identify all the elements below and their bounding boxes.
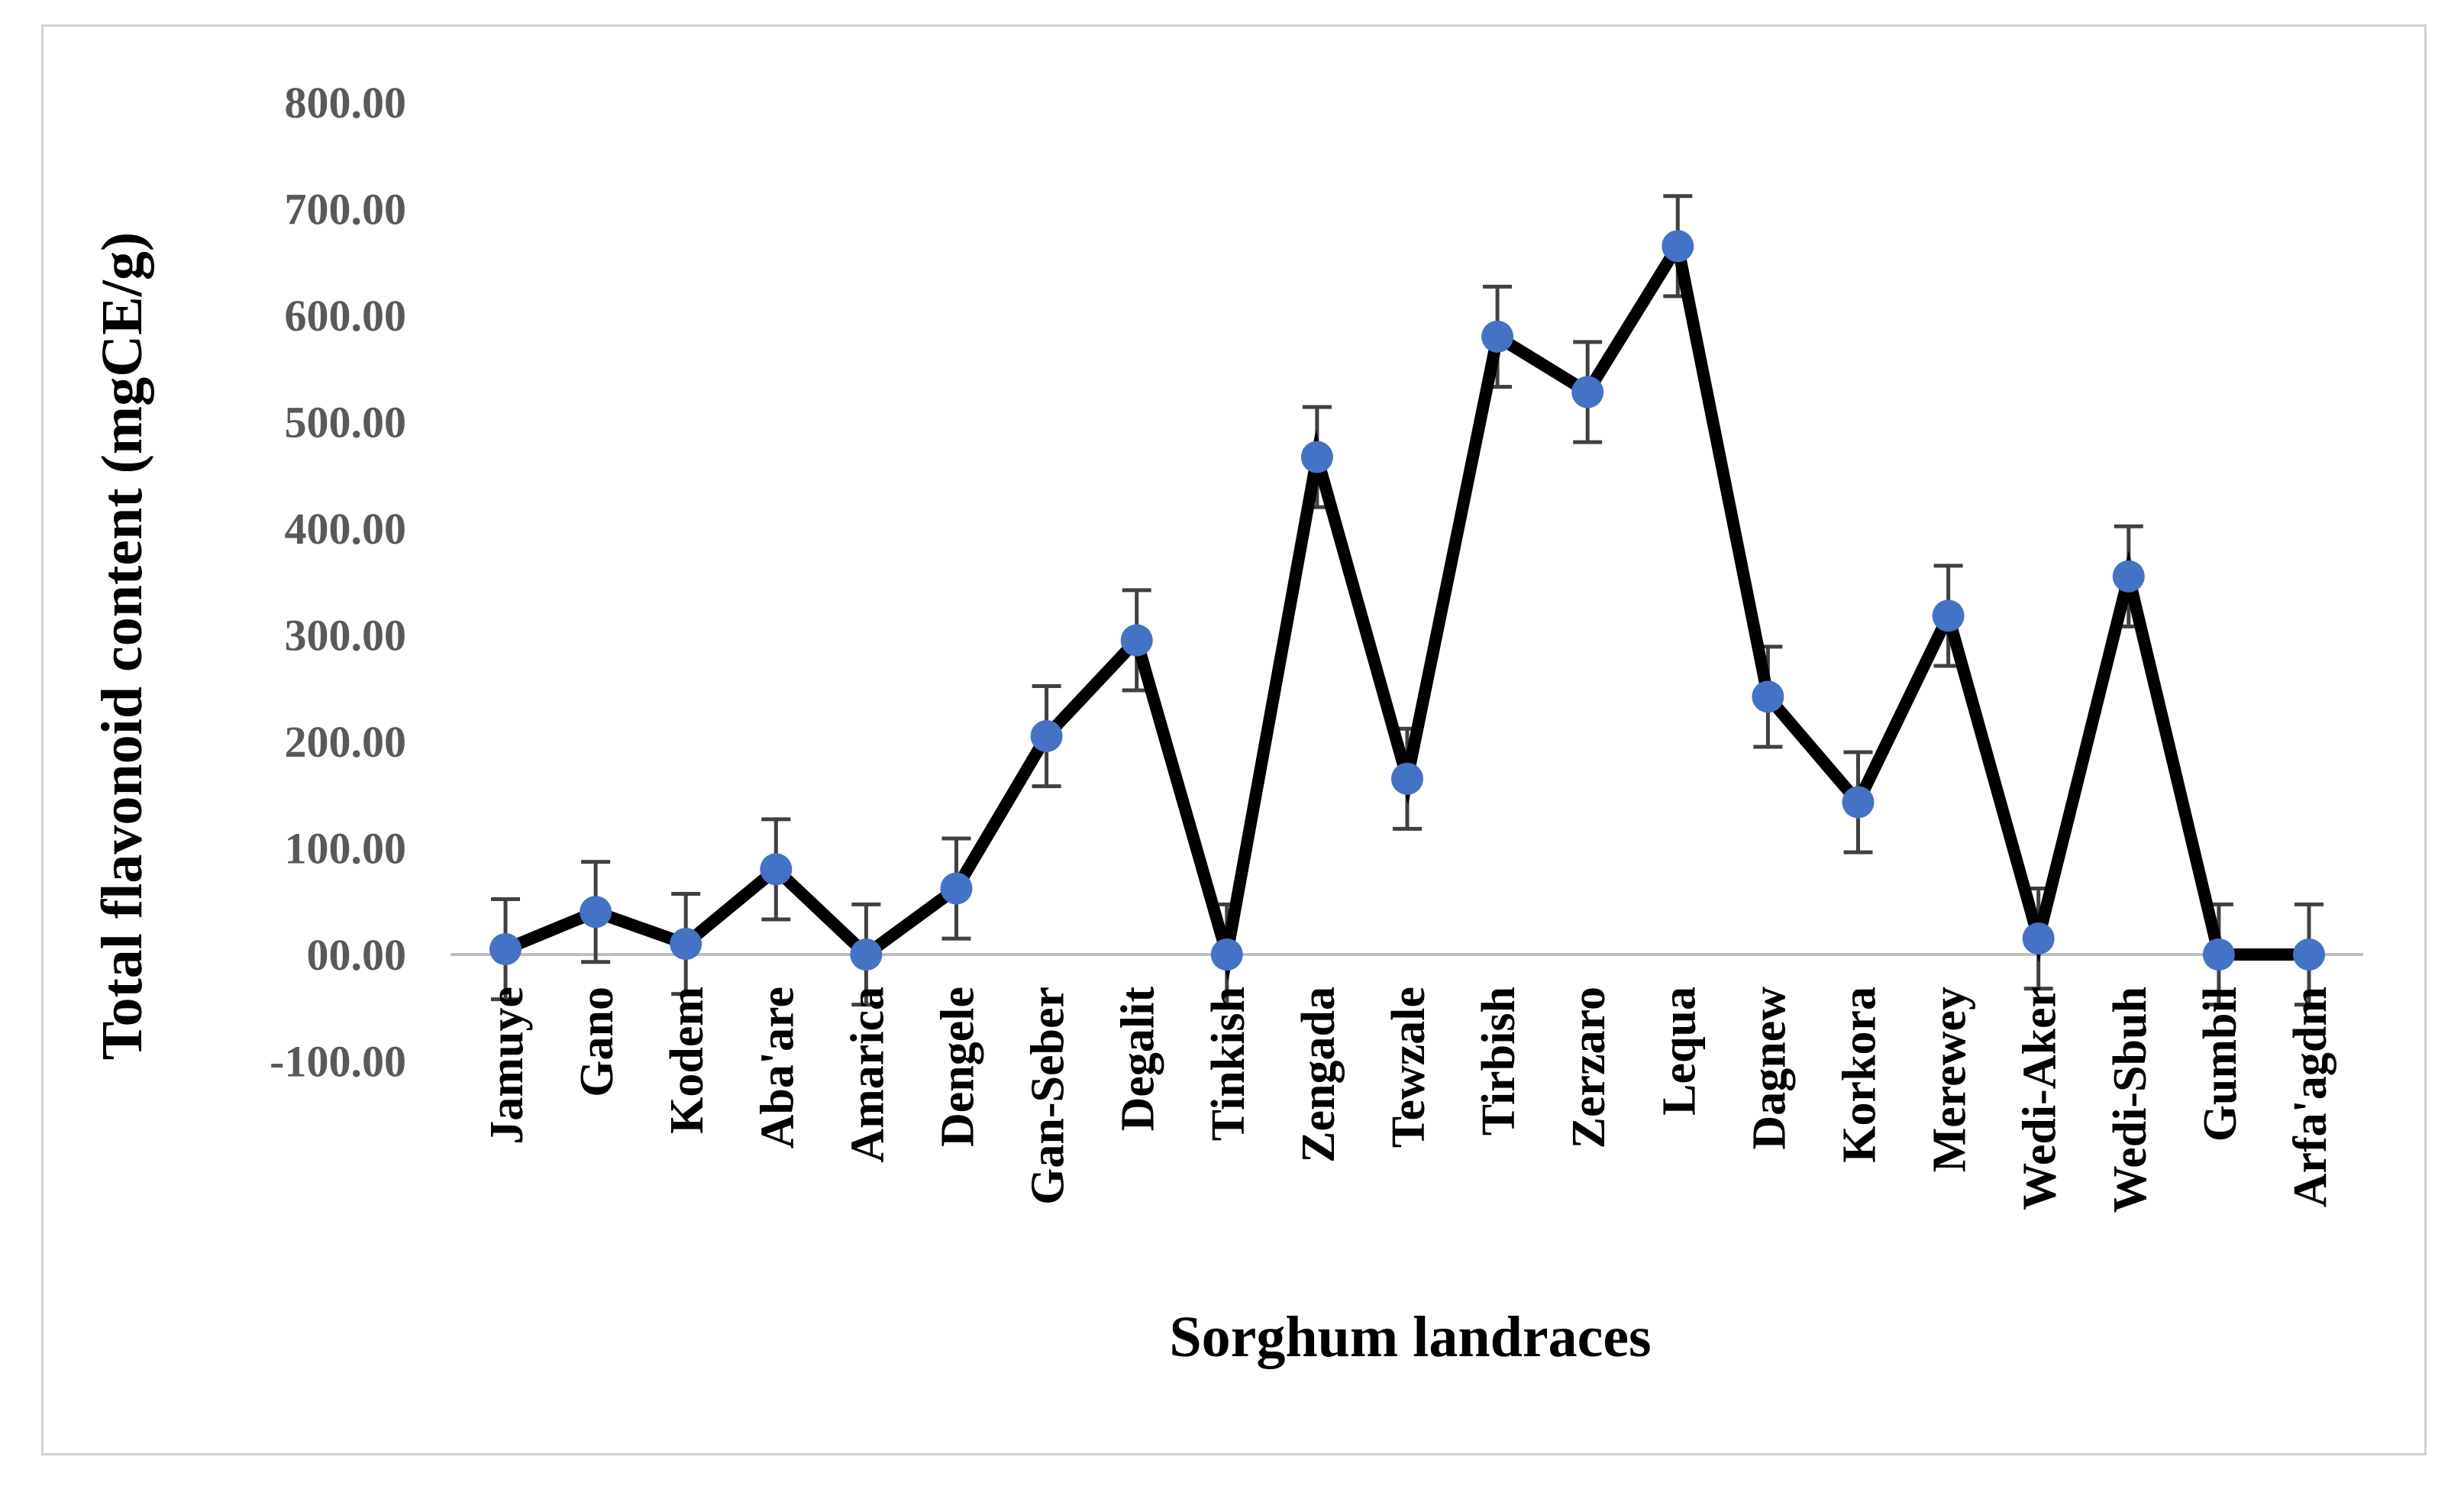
x-category-label: Aba'are [751, 987, 803, 1148]
x-axis-category-labels: Jamuye Gano Kodem Aba'are Amarica Dengele Gan-… [481, 987, 2336, 1213]
x-category-label: Jamuye [481, 987, 533, 1145]
data-point-Amarica [850, 938, 883, 971]
data-point-Lequa [1662, 230, 1694, 263]
y-tick-label: 00.00 [307, 930, 407, 980]
y-tick-label: 800.00 [285, 78, 407, 128]
data-point-Dagnew [1752, 680, 1784, 713]
x-category-label: Merewey [1924, 987, 1976, 1172]
y-tick-label: 600.00 [285, 291, 407, 341]
x-category-label: Arfa'agdm [2285, 987, 2336, 1207]
data-point-Tinkish [1210, 938, 1243, 971]
x-category-label: Wedi-Sbuh [2104, 987, 2156, 1213]
x-category-label: Lequa [1653, 987, 1705, 1116]
data-point-Jamuye [489, 933, 522, 966]
x-category-label: Wedi-Aker [2014, 987, 2066, 1210]
data-point-Aba'are [760, 853, 793, 886]
data-point-Tewzale [1391, 762, 1423, 795]
x-category-label: Korkora [1834, 987, 1886, 1163]
data-point-Gumbil [2202, 938, 2235, 971]
x-category-label: Tirbish [1473, 987, 1525, 1135]
y-tick-label: 200.00 [285, 717, 407, 767]
data-point-Arfa'agdm [2293, 938, 2325, 971]
x-category-label: Kodem [661, 987, 713, 1134]
data-point-Wedi-Aker [2022, 922, 2055, 955]
x-category-label: Dagnew [1743, 987, 1795, 1150]
series-markers-layer [489, 230, 2325, 971]
y-tick-label: -100.00 [270, 1037, 406, 1087]
data-point-Zengada [1300, 441, 1333, 473]
data-point-Tirbish [1481, 320, 1514, 353]
x-category-label: Amarica [841, 987, 893, 1163]
x-axis-title: Sorghum landraces [1169, 1305, 1651, 1369]
x-category-label: Tinkish [1203, 987, 1255, 1141]
x-category-label: Gumbil [2194, 987, 2246, 1142]
data-point-Gano [580, 896, 612, 929]
y-tick-label: 500.00 [285, 398, 407, 447]
data-point-Degalit [1120, 624, 1153, 657]
data-point-Wedi-Sbuh [2112, 560, 2145, 593]
x-category-label: Tewzale [1383, 987, 1435, 1148]
y-axis-title: Total flavonoid content (mgCE/g) [90, 232, 154, 1060]
y-tick-label: 300.00 [285, 611, 407, 661]
data-point-Dengele [940, 872, 973, 905]
data-point-Gan-Seber [1030, 720, 1063, 753]
x-category-label: Gan-Seber [1022, 987, 1074, 1205]
x-category-label: Degalit [1113, 987, 1164, 1132]
y-tick-label: 400.00 [285, 504, 407, 554]
data-point-Korkora [1842, 786, 1875, 819]
x-category-label: Zengada [1293, 987, 1345, 1163]
x-category-label: Dengele [932, 987, 984, 1147]
y-tick-label: 700.00 [285, 185, 407, 234]
data-point-Merewey [1932, 599, 1965, 632]
y-tick-label: 100.00 [285, 824, 407, 874]
x-category-label: Gano [571, 987, 623, 1097]
data-point-Zerzaro [1571, 376, 1604, 409]
data-point-Kodem [670, 928, 702, 961]
x-category-label: Zerzaro [1563, 987, 1615, 1148]
chart-frame [41, 24, 2427, 1455]
y-axis-ticks: -100.00 00.00 100.00 200.00 300.00 400.00 500.… [270, 78, 406, 1087]
